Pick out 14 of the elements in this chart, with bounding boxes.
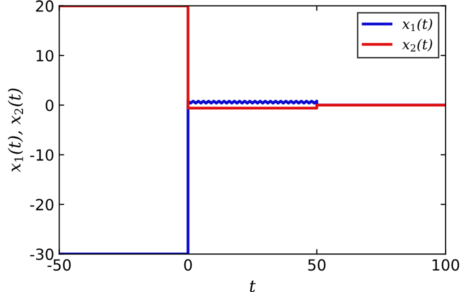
y-tick-label: -20	[30, 198, 54, 210]
x-tick-label: -50	[48, 259, 71, 271]
y-tick-label: -30	[30, 248, 54, 260]
y-tick-label: 0	[46, 100, 54, 112]
x-tick-label: 100	[432, 259, 460, 271]
y-tick-label: 20	[36, 0, 54, 12]
y-tick-label: 10	[36, 50, 54, 62]
y-tick-label: -10	[30, 149, 54, 161]
x-tick-label: 0	[184, 259, 192, 271]
x-axis-title: t	[250, 280, 256, 292]
x-tick-label: 50	[308, 259, 326, 271]
y-axis-title: x$_{1}$(t), x$_{2}$(t)	[8, 88, 24, 172]
legend-label: x$_{1}$(t)	[402, 18, 432, 32]
legend-label: x$_{2}$(t)	[402, 38, 432, 52]
